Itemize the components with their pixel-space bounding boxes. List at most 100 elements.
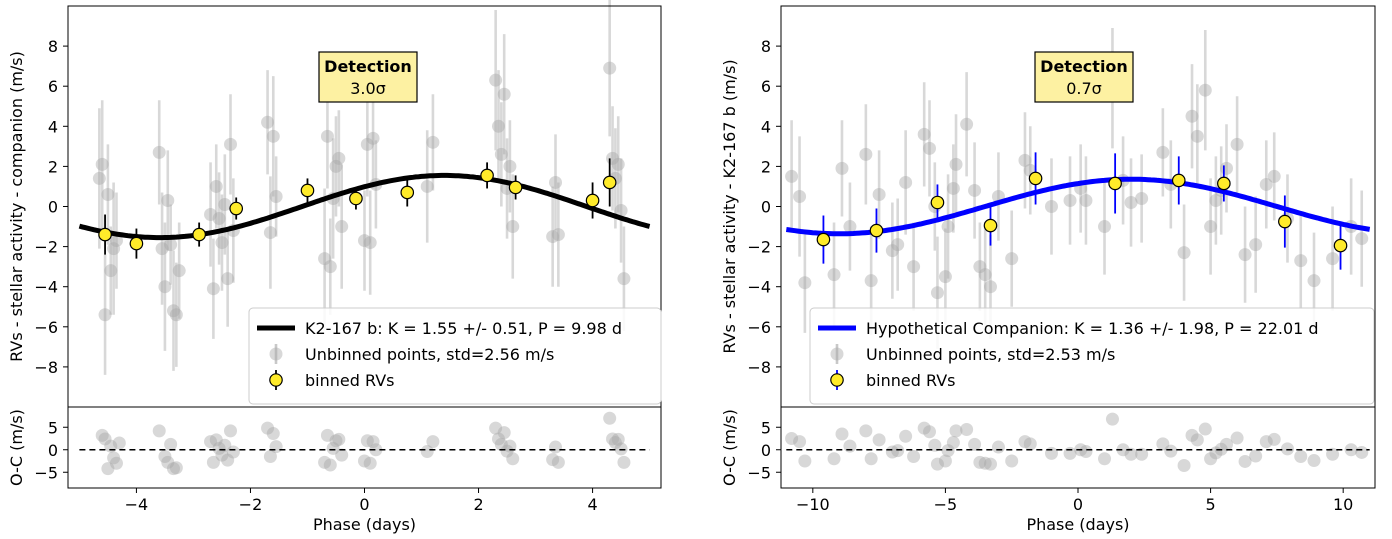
unbinned-point [917,127,931,141]
unbinned-point [363,236,377,250]
residual-point [835,427,849,441]
unbinned-point [1267,169,1281,183]
residual-point [218,438,232,452]
unbinned-point [152,145,166,159]
residual-point [546,453,560,467]
residual-point [506,452,520,466]
residual-point [494,437,508,451]
residual-point [785,432,799,445]
residual-point [1135,447,1149,461]
unbinned-point [98,308,112,322]
residual-point [968,437,982,451]
residual-point [606,432,620,446]
residual-point [843,439,857,453]
unbinned-point [104,264,118,278]
unbinned-point [107,242,121,256]
y-tick-label: 6 [761,77,771,96]
residual-point [164,437,178,451]
y-tick-label: −8 [747,358,771,377]
binned-point [480,168,494,183]
unbinned-point [1220,161,1233,175]
unbinned-point [335,220,349,234]
residual-point [1005,454,1019,468]
residual-point [907,450,921,463]
binned-point [869,223,884,238]
y-tick-label: −2 [747,238,771,257]
residual-point [949,424,963,438]
residual-point [261,421,275,435]
residual-point [917,421,931,435]
x-tick-label: 2 [473,495,483,514]
residual-y-tick-label: 5 [761,418,771,437]
residual-point [1280,442,1294,456]
unbinned-point [101,187,115,201]
y-axis-label: RVs - stellar activity - K2-167 b (m/s) [720,59,739,353]
legend-box [809,307,1375,405]
unbinned-point [938,270,952,284]
residual-point [899,429,913,443]
unbinned-point [1249,238,1263,252]
residual-y-tick-label: −5 [34,463,58,482]
residual-point [608,436,622,450]
unbinned-point [494,147,508,161]
unbinned-point [1018,153,1032,167]
unbinned-point [358,234,371,248]
unbinned-point [864,274,878,288]
residual-point [793,435,807,449]
residual-point [991,440,1005,454]
legend-model-label: K2-167 b: K = 1.55 +/- 0.51, P = 9.98 d [305,319,622,338]
residual-point [864,452,878,466]
residual-point [323,458,337,472]
legend-unbinned-swatch [830,347,844,361]
y-tick-label: 8 [48,37,58,56]
y-tick-label: 4 [48,117,58,136]
residual-point [549,440,563,454]
residual-point [215,448,229,462]
detection-badge [318,51,418,103]
residual-point [923,425,936,439]
residual-point [212,441,226,455]
residual-point [161,455,175,469]
residual-point [1023,437,1037,451]
x-axis-label: Phase (days) [313,515,416,534]
residual-point [983,457,997,471]
unbinned-point [941,220,955,234]
residual-point [1198,422,1212,436]
residual-point [363,456,377,470]
binned-point [1278,214,1292,229]
binned-point [129,236,144,251]
y-tick-label: −2 [34,238,58,257]
unbinned-point [1190,129,1204,143]
residual-point [109,456,123,470]
residual-point [204,435,218,449]
unbinned-point [158,280,172,294]
unbinned-point [215,236,229,250]
residual-point [166,462,180,476]
residual-point [1190,433,1204,447]
residual-point [1164,444,1178,458]
residual-point [500,444,514,458]
unbinned-point [318,252,332,266]
unbinned-point [503,159,517,173]
residual-point [930,457,944,471]
unbinned-point [793,189,807,203]
unbinned-point [366,131,380,145]
unbinned-point [549,175,563,189]
residual-point [1230,431,1244,445]
unbinned-point [1044,200,1058,213]
legend-binned-label: binned RVs [866,371,956,390]
residual-point [1116,443,1130,457]
residual-point [928,438,942,452]
y-tick-label: 2 [48,157,58,176]
residual-point [872,433,886,447]
residual-point [206,455,220,469]
residual-point [489,421,503,435]
binned-point [229,201,244,216]
unbinned-point [946,181,960,195]
legend-binned-swatch [830,373,844,387]
model-curve [785,176,1371,237]
x-tick-label: 5 [1205,495,1215,514]
residual-point [226,445,240,459]
residual-point [320,428,334,442]
unbinned-point [885,244,899,258]
